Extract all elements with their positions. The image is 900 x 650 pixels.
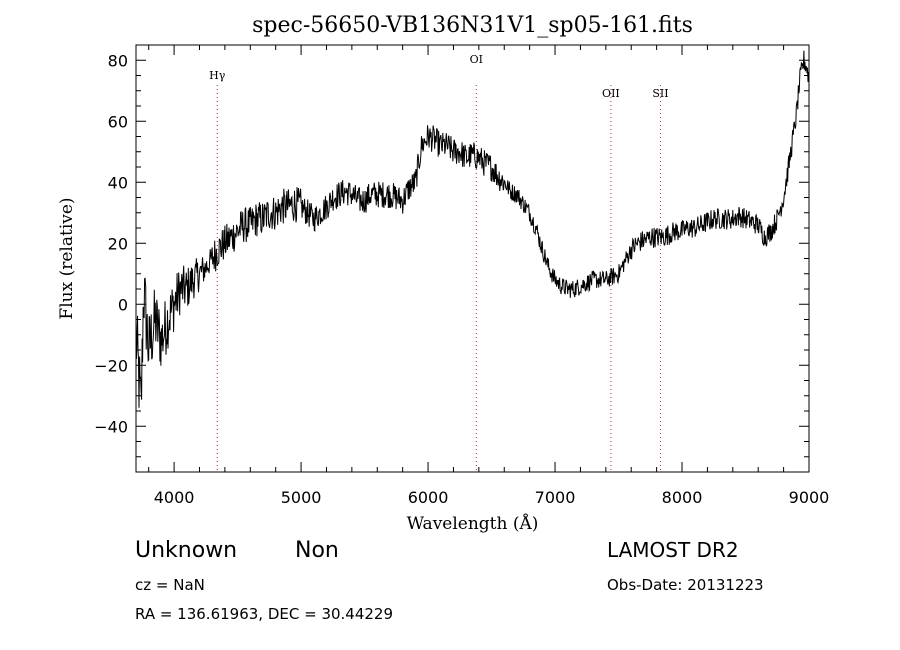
object-class: Unknown — [135, 538, 238, 563]
radec-text: RA = 136.61963, DEC = 30.44229 — [135, 605, 394, 623]
x-tick-label: 9000 — [789, 488, 830, 507]
y-tick-label: 20 — [108, 234, 128, 253]
plot-frame — [135, 44, 810, 473]
y-tick-label: 0 — [118, 295, 128, 314]
x-tick-label: 4000 — [154, 488, 195, 507]
y-tick-label: 80 — [108, 51, 128, 70]
y-axis-label: Flux (relative) — [57, 197, 77, 319]
x-axis-label: Wavelength (Å) — [407, 513, 539, 534]
y-tick-label: −20 — [94, 356, 128, 375]
spectrum-line — [135, 50, 810, 408]
y-tick-label: 60 — [108, 112, 128, 131]
chart-title: spec-56650-VB136N31V1_sp05-161.fits — [252, 13, 693, 38]
line-marker-label: SII — [652, 87, 668, 100]
y-tick-label: −40 — [94, 417, 128, 436]
redshift-text: cz = NaN — [135, 576, 205, 594]
obs-date-text: Obs-Date: 20131223 — [607, 576, 764, 594]
x-tick-label: 6000 — [408, 488, 449, 507]
object-subclass: Non — [295, 538, 339, 563]
line-marker-label: OI — [470, 53, 483, 66]
x-tick-label: 8000 — [662, 488, 703, 507]
line-marker-label: OII — [602, 87, 620, 100]
x-tick-label: 5000 — [281, 488, 322, 507]
survey-name: LAMOST DR2 — [607, 538, 739, 562]
line-marker-label: Hγ — [209, 69, 226, 82]
plot-group: spec-56650-VB136N31V1_sp05-161.fits Wavel… — [57, 13, 829, 534]
y-tick-label: 40 — [108, 173, 128, 192]
x-tick-label: 7000 — [535, 488, 576, 507]
